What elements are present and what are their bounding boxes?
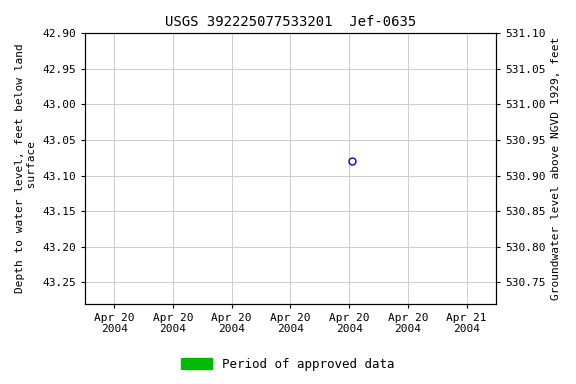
Title: USGS 392225077533201  Jef-0635: USGS 392225077533201 Jef-0635	[165, 15, 416, 29]
Y-axis label: Groundwater level above NGVD 1929, feet: Groundwater level above NGVD 1929, feet	[551, 37, 561, 300]
Legend: Period of approved data: Period of approved data	[176, 353, 400, 376]
Y-axis label: Depth to water level, feet below land
 surface: Depth to water level, feet below land su…	[15, 43, 37, 293]
